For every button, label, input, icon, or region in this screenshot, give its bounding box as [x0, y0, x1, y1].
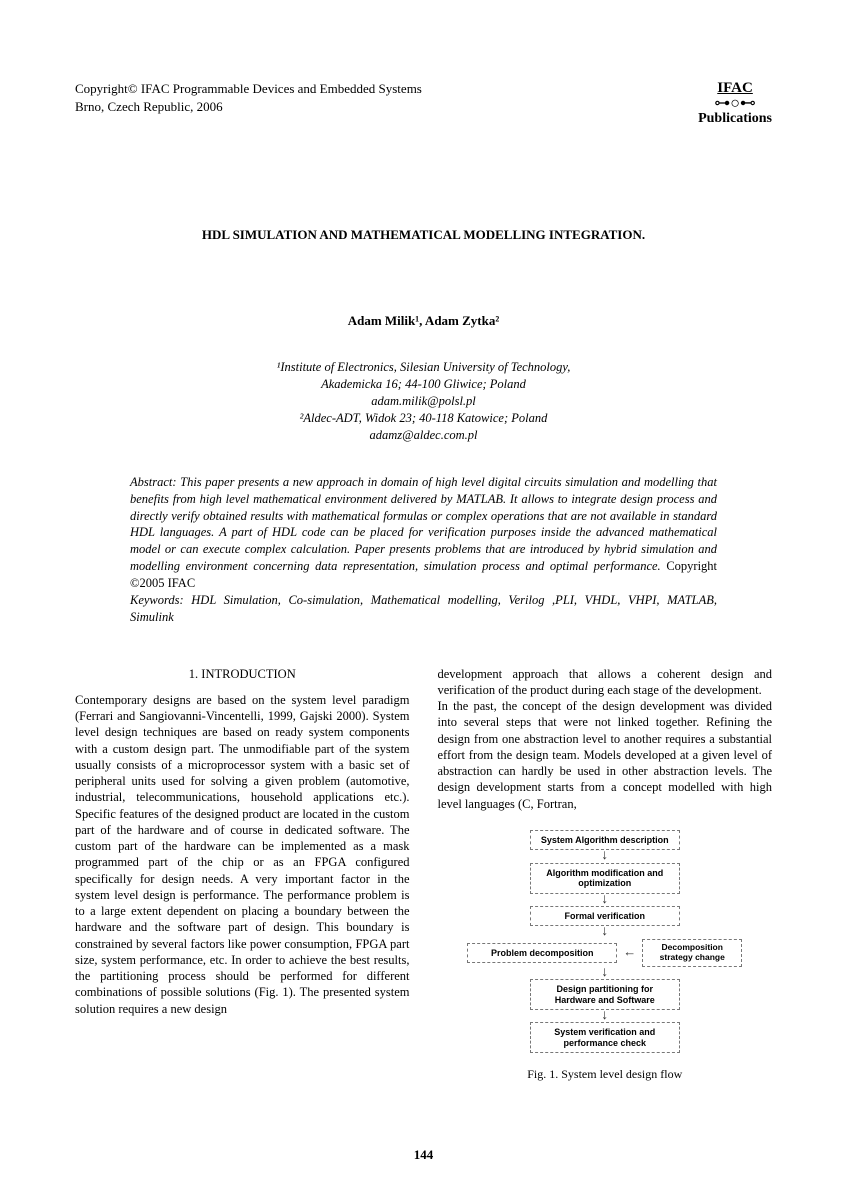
copyright-line-1: Copyright© IFAC Programmable Devices and…: [75, 80, 422, 98]
ifac-logo-symbol: ⊶○⊷: [698, 97, 772, 111]
figure-1-flowchart: System Algorithm description ↓ Algorithm…: [438, 830, 773, 1053]
right-paragraph-1: development approach that allows a coher…: [438, 666, 773, 699]
flow-box-partitioning: Design partitioning for Hardware and Sof…: [530, 979, 680, 1010]
abstract-keywords: Keywords: HDL Simulation, Co-simulation,…: [130, 593, 717, 624]
arrow-left-icon: ←: [623, 944, 636, 961]
figure-1-caption: Fig. 1. System level design flow: [438, 1067, 773, 1083]
flow-box-formal-verif: Formal verification: [530, 906, 680, 926]
affil-line: adam.milik@polsl.pl: [75, 393, 772, 410]
right-column: development approach that allows a coher…: [438, 666, 773, 1083]
intro-paragraph: Contemporary designs are based on the sy…: [75, 692, 410, 1017]
right-paragraph-2: In the past, the concept of the design d…: [438, 698, 773, 812]
abstract-block: Abstract: This paper presents a new appr…: [130, 474, 717, 626]
flow-box-sys-verif: System verification and performance chec…: [530, 1022, 680, 1053]
page-number: 144: [0, 1147, 847, 1163]
flow-box-algo-opt: Algorithm modification and optimization: [530, 863, 680, 894]
abstract-text: Abstract: This paper presents a new appr…: [130, 475, 717, 573]
copyright-line-2: Brno, Czech Republic, 2006: [75, 98, 422, 116]
left-column: 1. INTRODUCTION Contemporary designs are…: [75, 666, 410, 1083]
flow-box-problem-decomp: Problem decomposition: [467, 943, 617, 963]
body-columns: 1. INTRODUCTION Contemporary designs are…: [75, 666, 772, 1083]
arrow-down-icon: ↓: [438, 850, 773, 863]
paper-title-text: HDL SIMULATION AND MATHEMATICAL MODELLIN…: [202, 227, 645, 242]
section-heading-intro: 1. INTRODUCTION: [75, 666, 410, 682]
arrow-down-icon: ↓: [438, 894, 773, 907]
flow-box-algorithm-desc: System Algorithm description: [530, 830, 680, 850]
ifac-logo-publications: Publications: [698, 111, 772, 127]
affil-line: adamz@aldec.com.pl: [75, 427, 772, 444]
arrow-down-icon: ↓: [438, 967, 773, 980]
arrow-down-icon: ↓: [438, 1010, 773, 1023]
affiliations: ¹Institute of Electronics, Silesian Univ…: [75, 359, 772, 443]
flow-row-decomp: Problem decomposition ← Decomposition st…: [438, 939, 773, 967]
affil-line: ¹Institute of Electronics, Silesian Univ…: [75, 359, 772, 376]
paper-title: HDL SIMULATION AND MATHEMATICAL MODELLIN…: [75, 227, 772, 243]
affil-line: Akademicka 16; 44-100 Gliwice; Poland: [75, 376, 772, 393]
authors: Adam Milik¹, Adam Zytka²: [75, 313, 772, 329]
affil-line: ²Aldec-ADT, Widok 23; 40-118 Katowice; P…: [75, 410, 772, 427]
copyright-block: Copyright© IFAC Programmable Devices and…: [75, 80, 422, 115]
page-header: Copyright© IFAC Programmable Devices and…: [75, 80, 772, 127]
ifac-logo: IFAC ⊶○⊷ Publications: [698, 80, 772, 127]
flow-box-strategy-change: Decomposition strategy change: [642, 939, 742, 967]
arrow-down-icon: ↓: [438, 926, 773, 939]
